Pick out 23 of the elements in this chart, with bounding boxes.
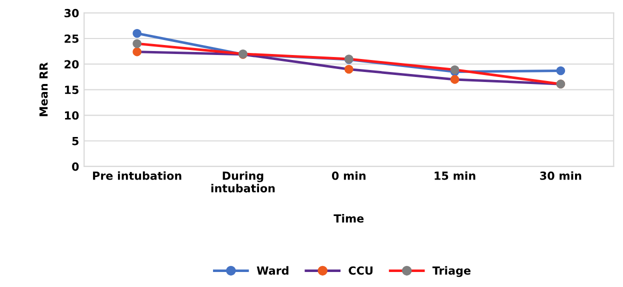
y-tick-label: 15 [65, 86, 78, 94]
y-tick-label: 0 [72, 162, 79, 171]
y-tick-label: 30 [64, 8, 79, 18]
x-tick-label: 30 min [540, 171, 582, 180]
x-tick-label: 0 min [332, 171, 366, 180]
point [132, 39, 142, 48]
legend-label: Triage [432, 266, 470, 277]
point [132, 28, 142, 38]
legend-label: CCU [348, 266, 372, 275]
point [344, 64, 354, 74]
legend-label: Ward [256, 266, 288, 275]
x-tick-label: Pre intubation [93, 171, 182, 180]
y-tick-label: 25 [64, 34, 78, 43]
y-tick-label: 10 [65, 111, 79, 120]
y-tick-label: 5 [72, 136, 78, 146]
y-tick-label: 20 [64, 60, 79, 68]
y-axis-title: Mean RR [39, 62, 48, 116]
x-tick-label: 15 min [434, 171, 476, 180]
x-tick-label: During intubation [211, 171, 275, 192]
point [132, 47, 142, 56]
x-axis-title: Time [334, 214, 364, 223]
point [556, 66, 566, 76]
point [450, 75, 460, 84]
